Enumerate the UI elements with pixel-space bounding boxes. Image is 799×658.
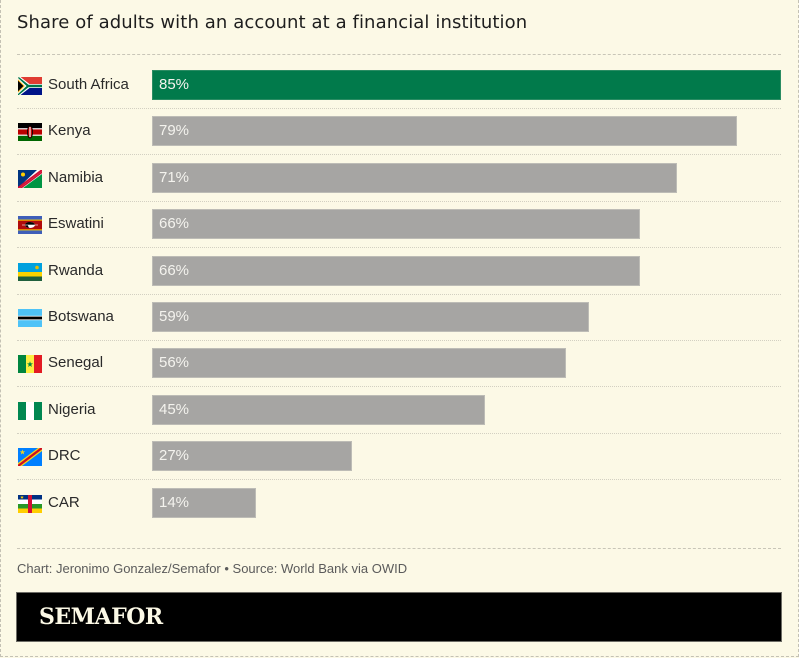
bar: 85% — [152, 70, 781, 100]
country-label: CAR — [48, 494, 80, 511]
kenya-flag-icon — [18, 123, 42, 141]
south-africa-flag-icon — [18, 77, 42, 95]
bar-value-label: 79% — [159, 122, 190, 139]
row-divider — [17, 247, 781, 248]
rwanda-flag-icon — [18, 263, 42, 281]
row-divider — [17, 340, 781, 341]
country-label: Namibia — [48, 169, 104, 186]
country-label: Nigeria — [48, 401, 96, 418]
bar: 45% — [152, 395, 485, 425]
row-divider — [17, 433, 781, 434]
senegal-flag-icon — [18, 355, 42, 373]
country-label: DRC — [48, 447, 81, 464]
bar-row: Rwanda 66% — [0, 256, 799, 287]
bar: 14% — [152, 488, 256, 518]
bar-value-label: 56% — [159, 354, 190, 371]
bar-row: Botswana 59% — [0, 302, 799, 333]
row-divider — [17, 479, 781, 480]
bar-row: South Africa 85% — [0, 70, 799, 101]
row-divider — [17, 108, 781, 109]
bar-row: Namibia 71% — [0, 163, 799, 194]
bar: 59% — [152, 302, 589, 332]
bar: 27% — [152, 441, 352, 471]
bar-value-label: 71% — [159, 169, 190, 186]
bar: 56% — [152, 348, 566, 378]
row-divider — [17, 154, 781, 155]
bar-row: Eswatini 66% — [0, 209, 799, 240]
bar-value-label: 85% — [159, 76, 190, 93]
eswatini-flag-icon — [18, 216, 42, 234]
title-divider — [17, 54, 781, 55]
country-label: Eswatini — [48, 215, 104, 232]
bar: 71% — [152, 163, 677, 193]
bar-row: Kenya 79% — [0, 116, 799, 147]
country-label: South Africa — [48, 76, 129, 93]
brand-bar: SEMAFOR — [17, 593, 781, 641]
footer-divider — [17, 548, 781, 549]
bar-value-label: 66% — [159, 262, 190, 279]
bar: 79% — [152, 116, 737, 146]
bar-value-label: 45% — [159, 401, 190, 418]
row-divider — [17, 386, 781, 387]
bar: 66% — [152, 209, 640, 239]
bar-row: Senegal 56% — [0, 348, 799, 379]
country-label: Kenya — [48, 122, 91, 139]
semafor-logo: SEMAFOR — [39, 604, 163, 630]
bar-row: Nigeria 45% — [0, 395, 799, 426]
row-divider — [17, 294, 781, 295]
bar-row: CAR 14% — [0, 488, 799, 519]
namibia-flag-icon — [18, 170, 42, 188]
country-label: Senegal — [48, 354, 104, 371]
drc-flag-icon — [18, 448, 42, 466]
bar-value-label: 27% — [159, 447, 190, 464]
row-divider — [17, 201, 781, 202]
country-label: Rwanda — [48, 262, 104, 279]
source-credit: Chart: Jeronimo Gonzalez/Semafor • Sourc… — [17, 561, 408, 576]
car-flag-icon — [18, 495, 42, 513]
bar-value-label: 14% — [159, 494, 190, 511]
country-label: Botswana — [48, 308, 114, 325]
bar-value-label: 66% — [159, 215, 190, 232]
bar-row: DRC 27% — [0, 441, 799, 472]
bar-value-label: 59% — [159, 308, 190, 325]
nigeria-flag-icon — [18, 402, 42, 420]
chart-title: Share of adults with an account at a fin… — [17, 12, 528, 33]
bar: 66% — [152, 256, 640, 286]
botswana-flag-icon — [18, 309, 42, 327]
